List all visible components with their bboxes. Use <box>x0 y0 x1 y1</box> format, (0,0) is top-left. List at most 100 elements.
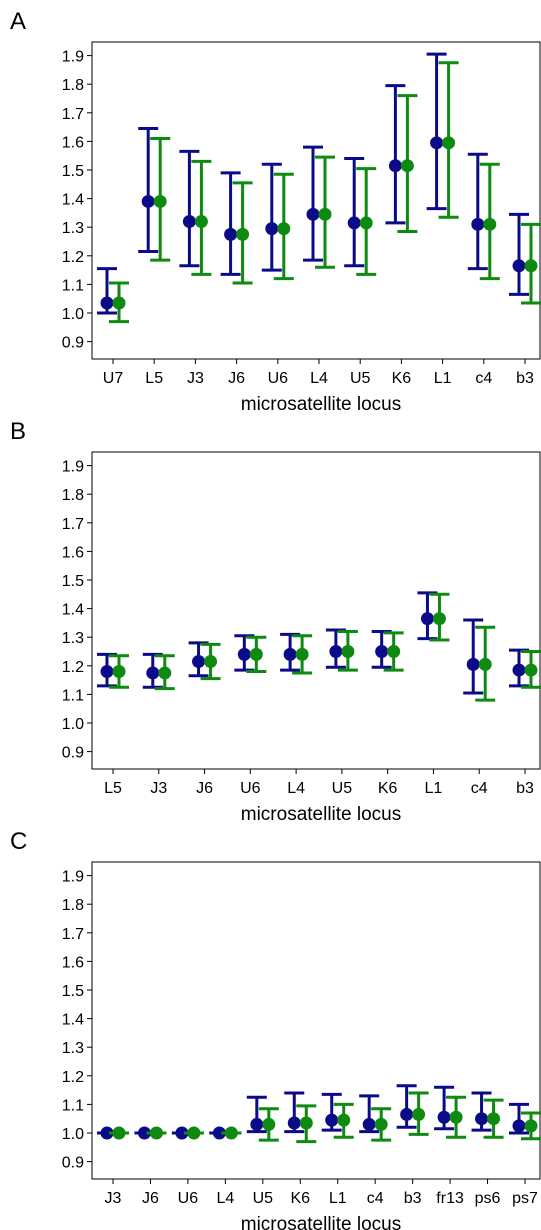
x-axis-title: microsatellite locus <box>241 804 402 825</box>
y-tick-label: 1.2 <box>62 1069 84 1086</box>
plot-frame <box>91 861 541 1180</box>
x-tick-label: K6 <box>378 780 398 797</box>
x-tick-label: L4 <box>287 780 305 797</box>
data-point <box>212 1126 226 1140</box>
data-point <box>194 214 208 228</box>
data-point <box>387 645 401 658</box>
y-tick-label: 1.4 <box>62 192 84 209</box>
x-tick-label: ps6 <box>475 1190 501 1207</box>
x-tick-label: J3 <box>187 370 204 387</box>
plot-frame <box>91 451 541 770</box>
data-point <box>337 1113 351 1127</box>
x-tick-label: K6 <box>392 370 412 387</box>
data-point <box>359 216 373 230</box>
data-point <box>449 1110 463 1124</box>
data-point <box>341 645 355 658</box>
y-tick-label: 1.9 <box>62 459 84 476</box>
x-tick-label: L1 <box>434 370 452 387</box>
y-tick-label: 1.8 <box>62 487 84 504</box>
x-tick-label: ps7 <box>512 1190 538 1207</box>
x-axis-title: microsatellite locus <box>241 1214 402 1230</box>
y-tick-label: 1.0 <box>62 1126 84 1143</box>
data-point <box>524 259 538 273</box>
panel-letter-b: B <box>10 418 27 445</box>
y-tick-label: 1.9 <box>62 49 84 66</box>
x-tick-label: b3 <box>516 780 534 797</box>
data-point <box>175 1126 189 1140</box>
data-point <box>250 1117 264 1131</box>
x-axis-title: microsatellite locus <box>241 394 402 415</box>
series-1 <box>97 52 529 315</box>
y-tick-label: 1.8 <box>62 77 84 94</box>
data-point <box>299 1116 313 1130</box>
data-point <box>512 1119 526 1133</box>
x-tick-label: L5 <box>104 780 122 797</box>
data-point <box>412 1107 426 1121</box>
panel-letter-c: C <box>10 828 28 855</box>
y-tick-label: 1.8 <box>62 897 84 914</box>
data-point <box>362 1117 376 1131</box>
y-tick-label: 1.1 <box>62 277 84 294</box>
data-point <box>329 645 343 658</box>
data-point <box>112 665 126 679</box>
data-point <box>204 655 218 669</box>
data-point <box>347 216 361 230</box>
series-2 <box>109 592 541 702</box>
data-point <box>283 647 297 661</box>
y-tick-label: 1.7 <box>62 106 84 123</box>
chart-a: 0.9 1.0 1.1 1.2 1.3 1.4 1.5 1.6 1.7 1.8 1.9 U7 L5 J3 J… <box>62 41 541 415</box>
data-point <box>249 647 263 661</box>
y-tick-label: 0.9 <box>62 1155 84 1172</box>
y-tick-label: 1.2 <box>62 659 84 676</box>
x-tick-label: U5 <box>332 780 353 797</box>
data-point <box>318 207 332 221</box>
data-point <box>287 1116 301 1130</box>
data-point <box>437 1110 451 1124</box>
data-point <box>277 222 291 236</box>
y-tick-label: 1.6 <box>62 954 84 971</box>
y-tick-label: 1.0 <box>62 716 84 733</box>
panel-b: B 0.9 1.0 1.1 1.2 1.3 1.4 1.5 1.6 1.7 1.8 1.9 L5 J3 J… <box>0 410 541 830</box>
x-tick-label: c4 <box>475 370 492 387</box>
data-point <box>187 1126 201 1140</box>
y-tick-label: 1.6 <box>62 134 84 151</box>
plot-frame <box>91 41 541 360</box>
data-point <box>146 666 160 680</box>
y-tick-label: 1.5 <box>62 573 84 590</box>
data-point <box>512 663 526 677</box>
data-point <box>192 655 206 669</box>
data-point <box>478 657 492 671</box>
x-tick-label: J6 <box>196 780 213 797</box>
y-tick-label: 1.3 <box>62 630 84 647</box>
data-point <box>466 657 480 671</box>
x-tick-label: J6 <box>228 370 245 387</box>
data-point <box>432 612 446 626</box>
panel-letter-a: A <box>10 8 27 35</box>
data-point <box>295 647 309 661</box>
x-tick-label: L5 <box>145 370 163 387</box>
data-point <box>487 1112 501 1126</box>
data-point <box>237 647 251 661</box>
data-point <box>224 1126 238 1140</box>
y-tick-label: 0.9 <box>62 335 84 352</box>
data-point <box>400 159 414 173</box>
data-point <box>400 1107 414 1121</box>
x-tick-label: b3 <box>516 370 534 387</box>
y-tick-label: 1.9 <box>62 869 84 886</box>
x-tick-label: U7 <box>103 370 124 387</box>
data-point <box>100 296 114 310</box>
y-tick-label: 1.5 <box>62 163 84 180</box>
y-tick-label: 1.3 <box>62 1040 84 1057</box>
data-point <box>262 1117 276 1131</box>
x-tick-label: U5 <box>253 1190 274 1207</box>
data-point <box>375 645 389 658</box>
x-tick-label: L1 <box>425 780 443 797</box>
data-point <box>100 1126 114 1140</box>
x-tick-label: fr13 <box>436 1190 464 1207</box>
data-point <box>153 194 167 208</box>
y-tick-label: 1.4 <box>62 1012 84 1029</box>
data-point <box>325 1113 339 1127</box>
data-point <box>182 214 196 228</box>
y-tick-label: 1.3 <box>62 220 84 237</box>
y-tick-label: 1.1 <box>62 1097 84 1114</box>
